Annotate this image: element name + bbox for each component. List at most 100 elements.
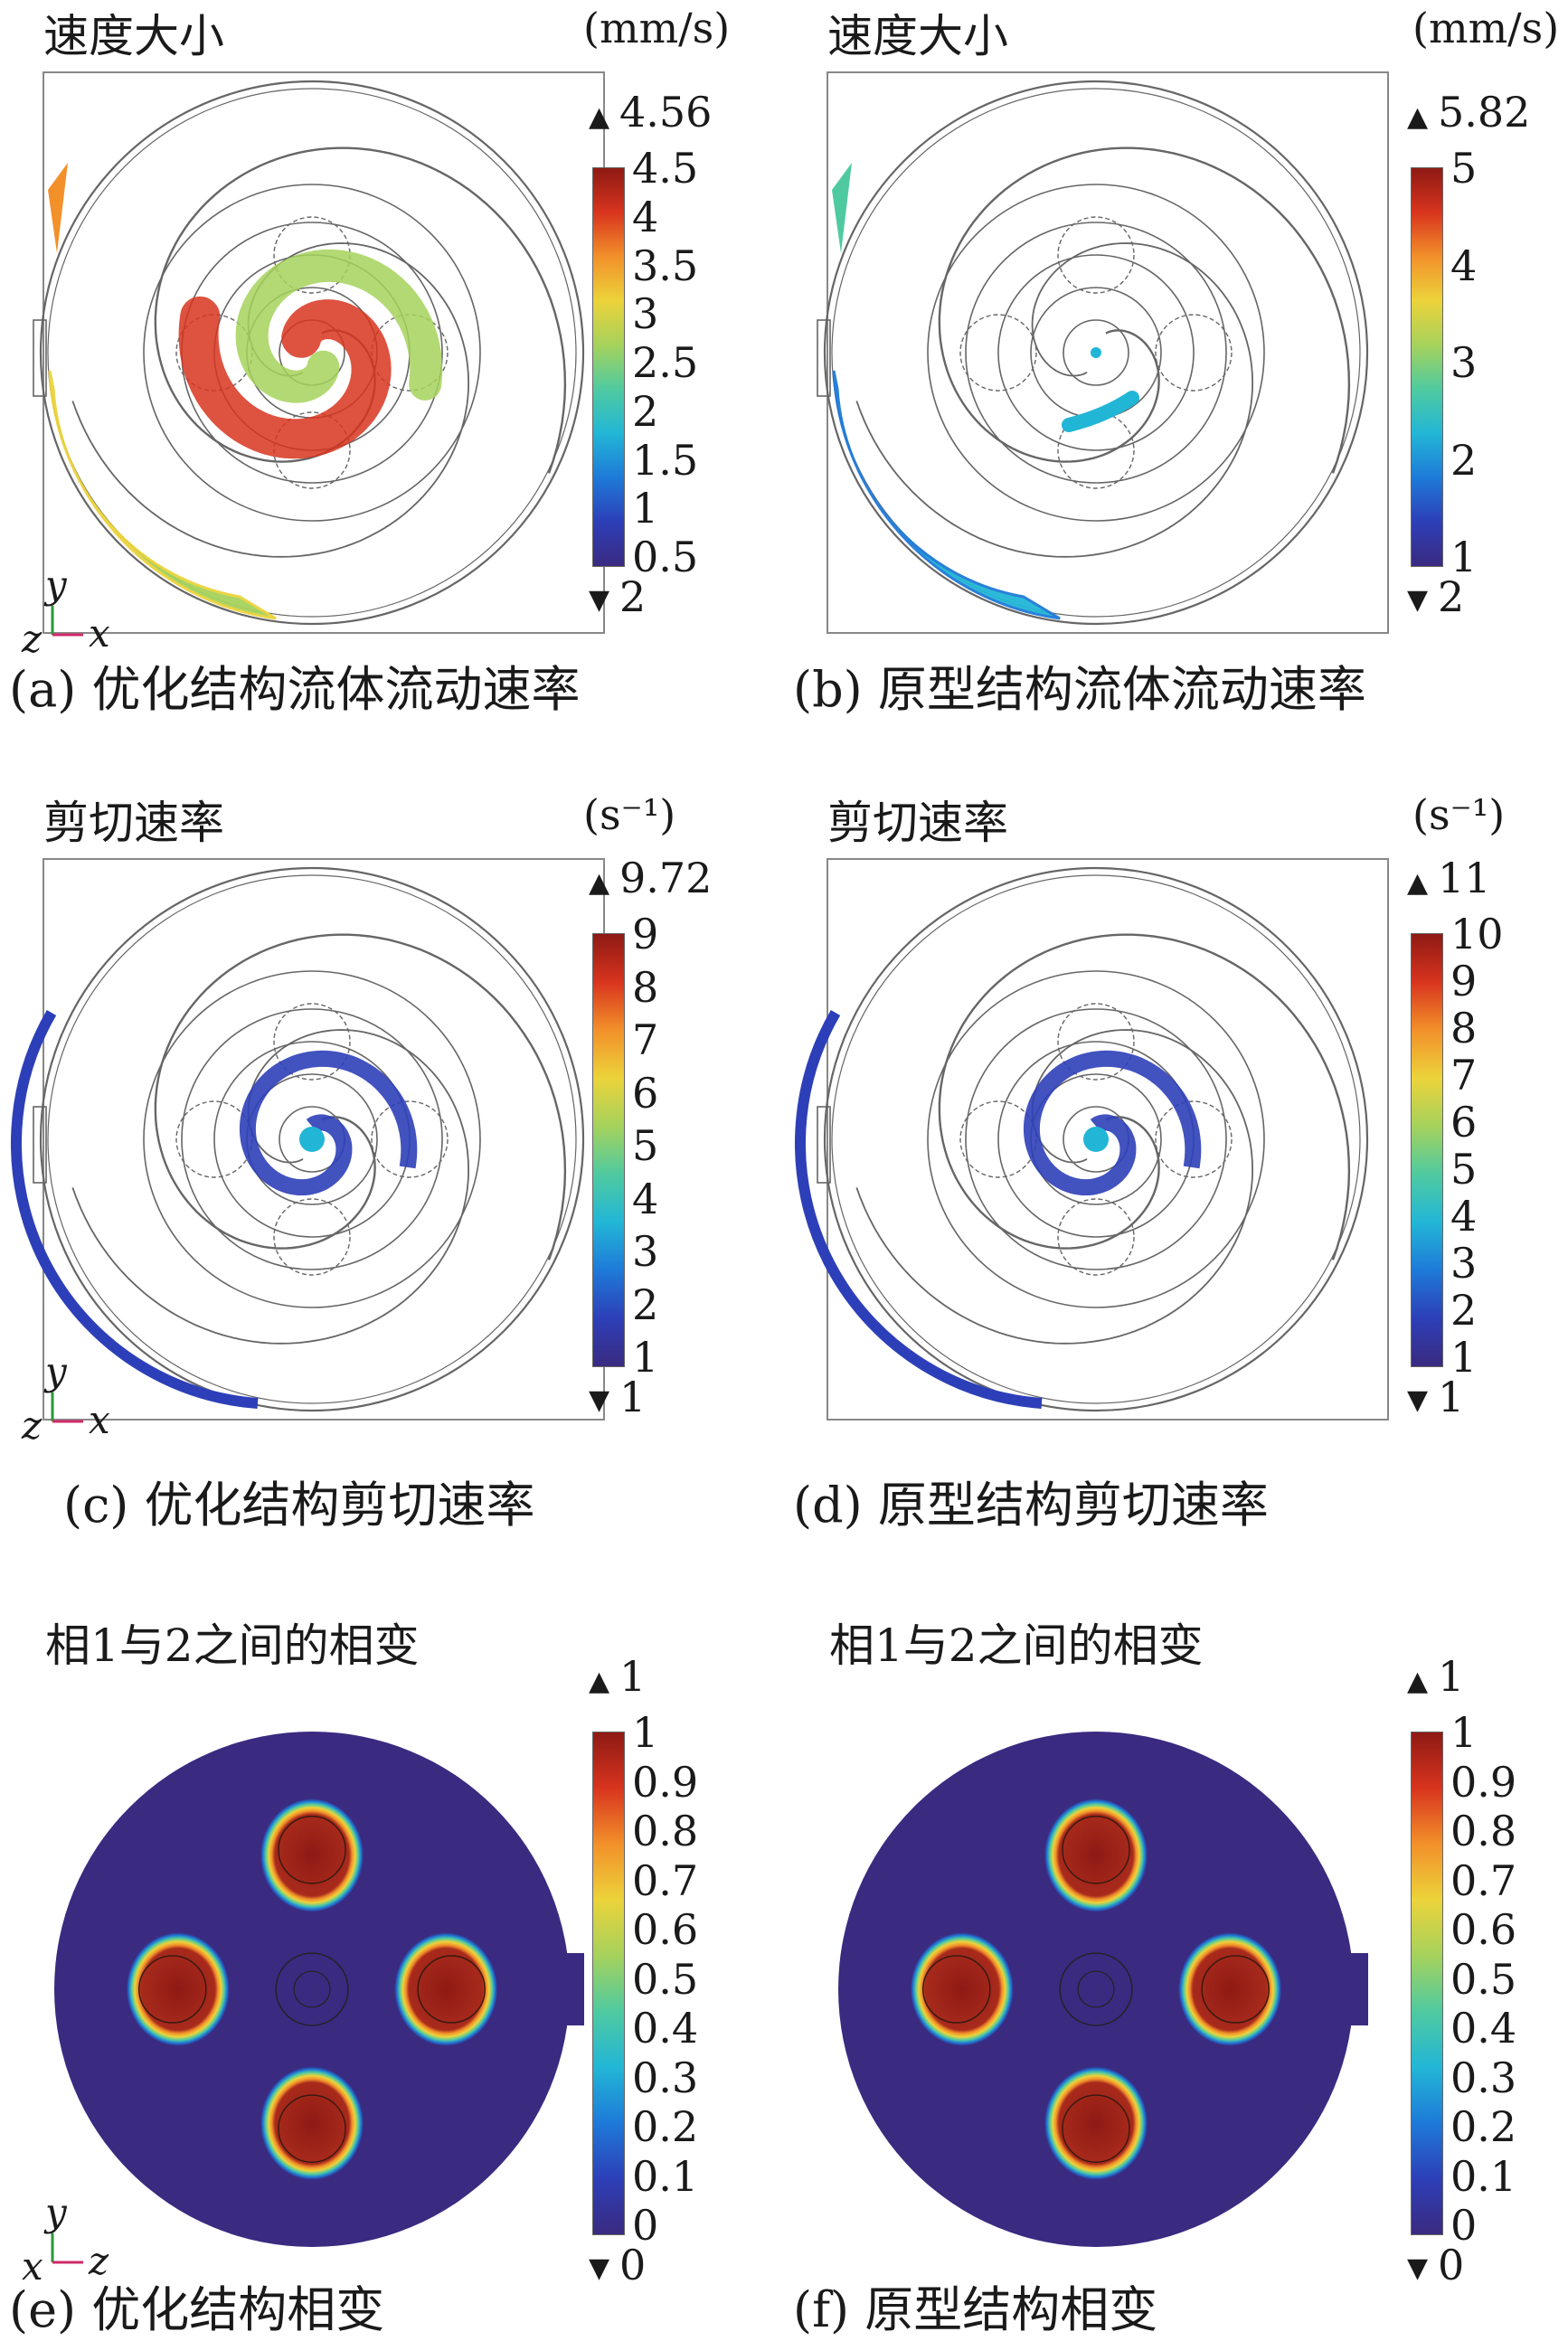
colorbar-tick-label: 0.3 xyxy=(632,2053,699,2102)
axis-label-right: z xyxy=(89,2239,109,2283)
axis-label-up: y xyxy=(45,1349,67,1393)
panel-c: 剪切速率 (s⁻¹) ▲ 9.72 ▼ 1 9 8 7 6 5 4 3 2 1 y x z (c) 优化结构剪切速率 xyxy=(0,787,784,1555)
colorbar-tick-label: 0.7 xyxy=(1450,1855,1517,1905)
droplet-outline xyxy=(922,1955,991,2024)
center-ring xyxy=(293,1970,331,2008)
colorbar-tick-label: 0.1 xyxy=(632,2151,699,2201)
colorbar-tick-label: 9 xyxy=(1450,957,1478,1005)
colorbar-tick-label: 0.2 xyxy=(632,2102,699,2151)
colorbar-tick-label: 1 xyxy=(1450,1708,1478,1757)
colorbar-tick-label: 3 xyxy=(632,1227,659,1276)
panel-d: 剪切速率 (s⁻¹) ▲ 11 ▼ 1 10 9 8 7 6 5 4 3 2 1 (d) 原型结构剪切速率 xyxy=(784,787,1568,1555)
plot-area xyxy=(838,1732,1368,2247)
plot-frame xyxy=(827,71,1389,634)
phase-outlet xyxy=(564,1953,584,2025)
max-label: 4.56 xyxy=(619,88,713,137)
colorbar-tick-label: 0.8 xyxy=(1450,1807,1517,1855)
min-marker-icon: ▼ xyxy=(589,2252,610,2284)
axes-arrows xyxy=(51,2233,83,2264)
colorbar-tick-label: 9 xyxy=(632,910,659,958)
max-marker-icon: ▲ xyxy=(589,867,610,899)
colorbar-tick-label: 0.4 xyxy=(1450,2004,1517,2053)
colorbar-tick-label: 0.6 xyxy=(632,1905,699,1954)
max-label: 5.82 xyxy=(1438,88,1531,137)
colorbar-tick-label: 0.9 xyxy=(1450,1757,1517,1807)
phase-domain xyxy=(838,1732,1354,2247)
geometry-outline xyxy=(817,80,1369,626)
colorbar-tick-label: 0.5 xyxy=(632,533,699,581)
colorbar xyxy=(1411,933,1443,1367)
phase-droplet xyxy=(1044,1798,1148,1912)
field-region-wall xyxy=(10,1009,259,1409)
max-label: 1 xyxy=(619,1652,647,1701)
colorbar-tick-label: 4 xyxy=(1450,1192,1478,1241)
colorbar-tick-label: 2.5 xyxy=(632,338,699,387)
plot-area xyxy=(54,1732,584,2247)
min-label: 0 xyxy=(1438,2241,1465,2289)
panel-b: 速度大小 (mm/s) ▲ 5.82 ▼ 2 5 4 3 2 1 (b) 原型结构流体流动速率 xyxy=(784,0,1568,723)
min-label: 2 xyxy=(619,572,647,621)
colorbar-tick-label: 4 xyxy=(632,192,659,241)
droplet-outline xyxy=(278,1816,346,1884)
field-hotspot xyxy=(299,1127,325,1152)
colorbar-tick-label: 7 xyxy=(632,1015,659,1064)
colorbar-tick-label: 1 xyxy=(1450,533,1478,581)
colorbar-tick-label: 0.3 xyxy=(1450,2053,1517,2102)
colorbar-tick-label: 2 xyxy=(632,1279,659,1329)
colorbar-tick-label: 4 xyxy=(1450,241,1478,290)
panel-caption: (d) 原型结构剪切速率 xyxy=(793,1477,1269,1534)
droplet-outline xyxy=(278,2094,346,2164)
droplet-outline xyxy=(138,1955,207,2024)
colorbar-tick-label: 0.5 xyxy=(1450,1954,1517,2004)
field-region-core xyxy=(1091,347,1101,358)
droplet-outline xyxy=(1201,1955,1270,2024)
panel-caption: (b) 原型结构流体流动速率 xyxy=(793,661,1366,718)
phase-droplet xyxy=(1044,2066,1148,2180)
colorbar-tick-label: 0.5 xyxy=(632,1954,699,2004)
colorbar-tick-label: 5 xyxy=(1450,144,1478,193)
phase-domain xyxy=(54,1732,570,2247)
colorbar-tick-label: 6 xyxy=(1450,1098,1478,1147)
panel-title: 剪切速率 xyxy=(827,797,1008,849)
field-region-core xyxy=(178,296,392,459)
colorbar-tick-label: 4 xyxy=(632,1174,659,1223)
axis-label-origin: x xyxy=(22,2244,43,2289)
colorbar-tick-label: 2 xyxy=(1450,435,1478,485)
axis-label-right: x xyxy=(89,1398,110,1442)
panel-title: 剪切速率 xyxy=(43,797,224,849)
colorbar-tick-label: 0.9 xyxy=(632,1757,699,1807)
axis-label-right: x xyxy=(89,611,110,656)
colorbar xyxy=(592,1732,625,2235)
min-marker-icon: ▼ xyxy=(1407,584,1429,616)
colorbar-tick-label: 2 xyxy=(632,386,659,436)
colorbar-tick-label: 1.5 xyxy=(632,435,699,485)
max-marker-icon: ▲ xyxy=(1407,1666,1429,1697)
phase-outlet xyxy=(1348,1953,1368,2025)
colorbar-tick-label: 3 xyxy=(1450,338,1478,387)
colorbar-tick-label: 1 xyxy=(632,1708,659,1757)
axes-arrows xyxy=(51,1392,83,1423)
colorbar-tick-label: 4.5 xyxy=(632,144,699,193)
axis-label-up: y xyxy=(45,562,67,607)
unit-label: (s⁻¹) xyxy=(1412,790,1506,839)
plot-area xyxy=(33,71,605,634)
colorbar-tick-label: 6 xyxy=(632,1068,659,1118)
plot-area xyxy=(794,858,1389,1421)
panel-caption: (c) 优化结构剪切速率 xyxy=(63,1477,535,1534)
max-label: 1 xyxy=(1438,1652,1465,1701)
center-ring xyxy=(275,1952,349,2026)
min-label: 1 xyxy=(1438,1373,1465,1421)
colorbar-tick-label: 5 xyxy=(632,1121,659,1170)
panel-caption: (a) 优化结构流体流动速率 xyxy=(9,661,581,718)
colorbar-tick-label: 2 xyxy=(1450,1286,1478,1335)
max-marker-icon: ▲ xyxy=(589,101,610,133)
unit-label: (s⁻¹) xyxy=(583,790,676,839)
min-marker-icon: ▼ xyxy=(589,584,610,616)
field-region-core xyxy=(235,249,443,403)
colorbar-tick-label: 0.2 xyxy=(1450,2102,1517,2151)
colorbar-tick-label: 7 xyxy=(1450,1051,1478,1100)
min-label: 2 xyxy=(1438,572,1465,621)
field-region-core xyxy=(1023,1050,1202,1196)
plot-area xyxy=(817,71,1389,634)
